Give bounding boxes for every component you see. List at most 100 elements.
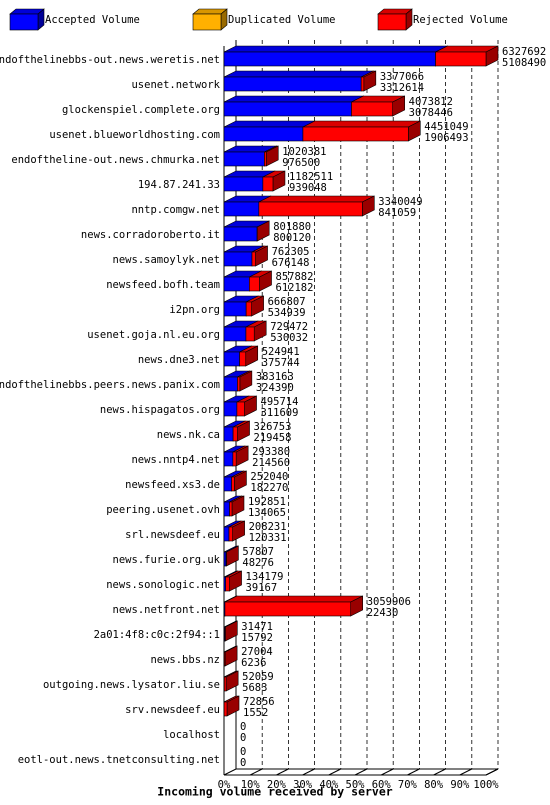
x-tick-label: 80% (424, 779, 444, 791)
value-label: 976500 (282, 157, 320, 169)
bar (302, 126, 409, 142)
bar-top (224, 595, 363, 603)
bar (223, 151, 265, 167)
category-label: news.furie.org.uk (113, 554, 221, 566)
value-label: 0 (240, 721, 246, 733)
bar (223, 76, 362, 92)
x-axis-title: Incoming volume received by server (157, 785, 392, 799)
bar-top (223, 95, 364, 103)
bar (223, 476, 232, 492)
value-label: 27004 (241, 646, 273, 658)
tick-mark (354, 768, 368, 776)
category-label: endofthelinebbs-out.news.weretis.net (0, 54, 220, 66)
category-label: 194.87.241.33 (138, 179, 220, 191)
bar (236, 401, 245, 417)
bar (360, 76, 365, 92)
value-label: 495714 (261, 396, 299, 408)
category-label: news.nk.ca (157, 429, 220, 441)
value-label: 52059 (242, 671, 274, 683)
bar (223, 376, 238, 392)
category-label: news.sonologic.net (106, 579, 220, 591)
bar (223, 676, 227, 692)
value-label: 252040 (250, 471, 288, 483)
value-label: 1182511 (289, 171, 333, 183)
value-label: 524941 (262, 346, 300, 358)
bar (223, 501, 230, 517)
category-label: news.bbs.nz (150, 654, 220, 666)
bar-top (223, 70, 374, 78)
bar-top (223, 120, 316, 128)
category-label: 2a01:4f8:c0c:2f94::1 (94, 629, 220, 641)
value-label: 6236 (241, 657, 266, 669)
value-label: 39167 (246, 582, 278, 594)
bar (249, 276, 260, 292)
bar (264, 151, 267, 167)
category-label: newsfeed.xs3.de (125, 479, 220, 491)
tick-mark (328, 768, 342, 776)
value-label: 530032 (270, 332, 308, 344)
tick-mark (302, 768, 315, 776)
value-label: 3078446 (409, 107, 453, 119)
value-label: 15792 (241, 632, 273, 644)
category-label: endofthelinebbs.peers.news.panix.com (0, 379, 220, 391)
category-label: eotl-out.news.tnetconsulting.net (18, 754, 220, 766)
value-label: 72856 (243, 696, 275, 708)
bar (223, 326, 247, 342)
bar (223, 276, 250, 292)
bar (223, 251, 253, 267)
x-tick-label: 0% (218, 779, 231, 791)
bar (223, 351, 240, 367)
category-label: news.nntp4.net (131, 454, 220, 466)
category-label: glockenspiel.complete.org (62, 104, 220, 116)
bar (251, 251, 256, 267)
category-label: outgoing.news.lysator.liu.se (43, 679, 220, 691)
category-label: peering.usenet.ovh (106, 504, 220, 516)
x-tick-label: 100% (473, 779, 499, 791)
category-label: nntp.comgw.net (131, 204, 220, 216)
bar (223, 401, 238, 417)
legend-label: Accepted Volume (45, 14, 140, 26)
category-label: usenet.goja.nl.eu.org (87, 329, 220, 341)
tick-mark (459, 768, 473, 776)
value-label: 324390 (256, 382, 294, 394)
x-tick-label: 20% (267, 779, 287, 791)
bar (223, 526, 230, 542)
value-label: 383163 (256, 371, 294, 383)
value-label: 4073812 (409, 96, 453, 108)
value-label: 214560 (252, 457, 290, 469)
bar-side (226, 695, 240, 717)
bar (223, 201, 260, 217)
bar (223, 101, 352, 117)
bar (351, 101, 393, 117)
bar (225, 576, 230, 592)
legend-swatch (377, 13, 407, 31)
value-label: 134179 (246, 571, 284, 583)
tick-mark (276, 768, 289, 776)
value-label: 612182 (276, 282, 314, 294)
value-label: 6327692 (502, 46, 546, 58)
value-label: 120331 (249, 532, 287, 544)
bar (223, 451, 234, 467)
bar (435, 51, 487, 67)
bar (224, 601, 351, 617)
x-tick-label: 60% (372, 779, 392, 791)
bar (237, 376, 241, 392)
value-label: 666807 (268, 296, 306, 308)
x-tick-label: 90% (450, 779, 470, 791)
bar (223, 51, 436, 67)
value-label: 57807 (242, 546, 274, 558)
bar-side (226, 545, 239, 567)
bar (262, 176, 274, 192)
category-label: localhost (163, 729, 220, 741)
category-label: srv.newsdeef.eu (125, 704, 220, 716)
bar (232, 426, 238, 442)
value-label: 293380 (252, 446, 290, 458)
tick-mark (407, 768, 420, 776)
bar (245, 326, 255, 342)
value-label: 48276 (242, 557, 274, 569)
value-label: 192851 (248, 496, 286, 508)
bar (231, 476, 235, 492)
x-tick-label: 40% (319, 779, 339, 791)
value-label: 5108490 (502, 57, 546, 69)
